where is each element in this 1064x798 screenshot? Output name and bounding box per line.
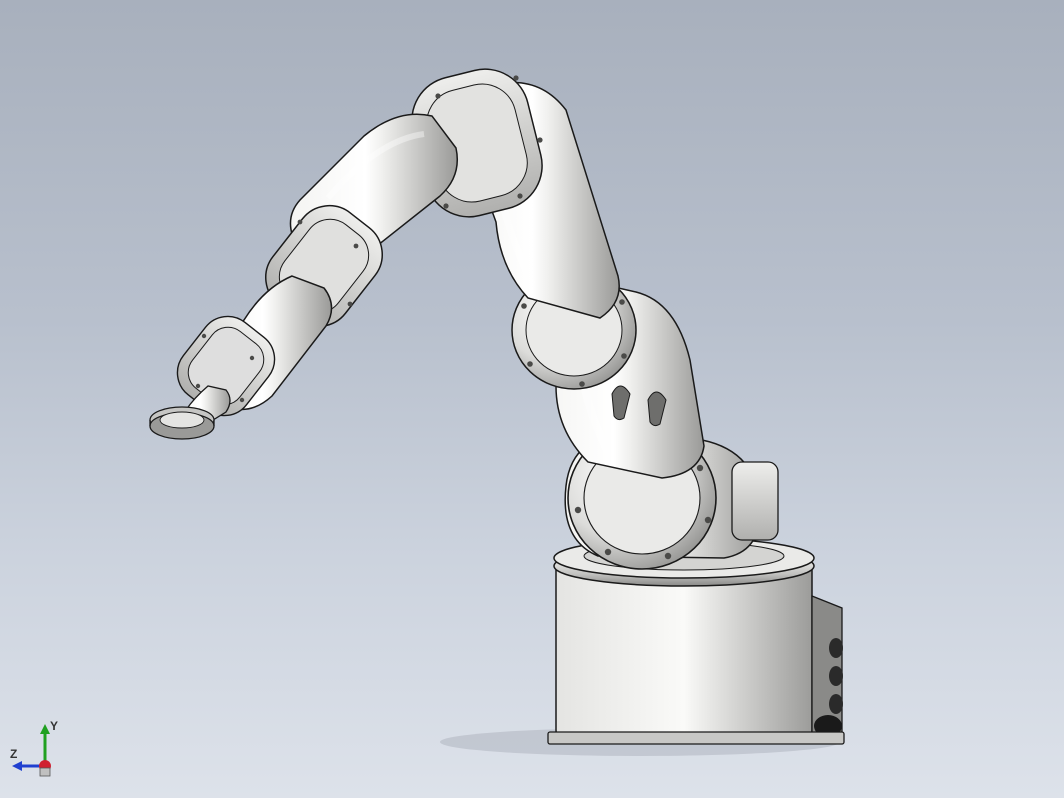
robot-base	[548, 538, 844, 744]
model-render	[0, 0, 1064, 798]
cad-viewport[interactable]: Y Z	[0, 0, 1064, 798]
triad-y-arrow	[40, 724, 50, 734]
triad-y-label: Y	[50, 719, 58, 733]
orientation-triad[interactable]: Y Z	[10, 718, 80, 788]
triad-z-arrow	[12, 761, 22, 771]
triad-z-label: Z	[10, 747, 17, 761]
tool-flange	[150, 407, 214, 439]
triad-origin-cube	[40, 768, 50, 776]
